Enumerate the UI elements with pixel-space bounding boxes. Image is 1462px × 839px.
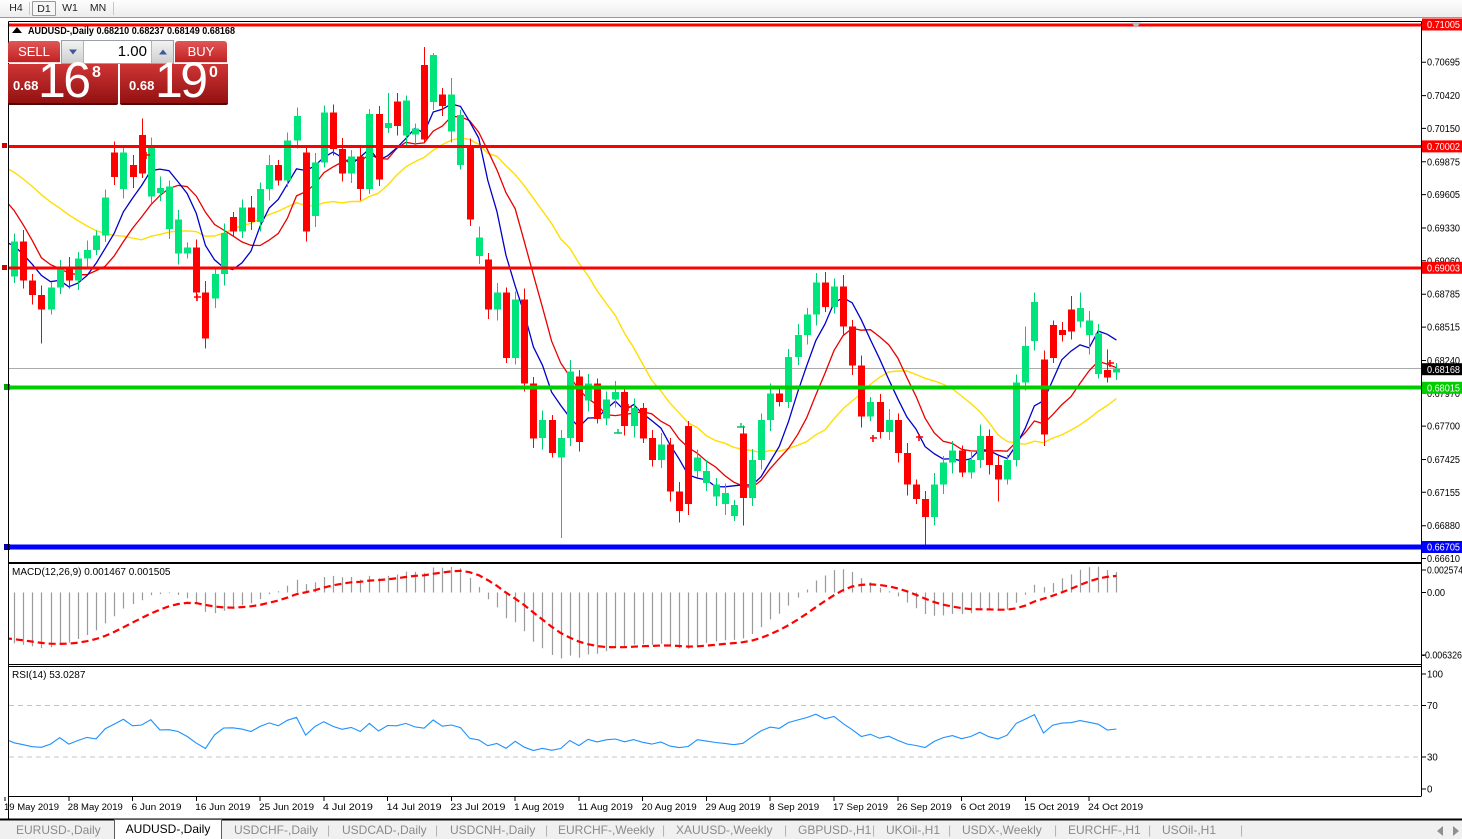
svg-text:0.68015: 0.68015: [1427, 384, 1460, 395]
svg-text:23 Jul 2019: 23 Jul 2019: [450, 802, 505, 813]
svg-text:RSI(14) 53.0287: RSI(14) 53.0287: [12, 670, 86, 681]
svg-text:0.69605: 0.69605: [1427, 190, 1460, 201]
svg-text:15 Oct 2019: 15 Oct 2019: [1024, 802, 1079, 813]
svg-text:0.66610: 0.66610: [1427, 554, 1461, 565]
svg-text:100: 100: [1427, 670, 1444, 681]
svg-text:70: 70: [1427, 701, 1438, 712]
svg-text:4 Jul 2019: 4 Jul 2019: [323, 802, 373, 813]
svg-text:MACD(12,26,9) 0.001467 0.00150: MACD(12,26,9) 0.001467 0.001505: [12, 567, 171, 578]
svg-text:0.69875: 0.69875: [1427, 157, 1460, 168]
svg-text:1 Aug 2019: 1 Aug 2019: [514, 802, 564, 813]
svg-text:24 Oct 2019: 24 Oct 2019: [1088, 802, 1143, 813]
svg-text:0.67970: 0.67970: [1427, 389, 1461, 400]
svg-text:0.66705: 0.66705: [1427, 543, 1460, 554]
svg-text:0.69330: 0.69330: [1427, 224, 1461, 235]
svg-text:17 Sep 2019: 17 Sep 2019: [833, 802, 888, 813]
svg-text:26 Sep 2019: 26 Sep 2019: [897, 802, 952, 813]
svg-text:0: 0: [1427, 785, 1433, 796]
svg-text:0.70420: 0.70420: [1427, 91, 1461, 102]
svg-text:0.71005: 0.71005: [1427, 20, 1460, 31]
svg-text:14 Jul 2019: 14 Jul 2019: [387, 802, 442, 813]
svg-text:0.68240: 0.68240: [1427, 356, 1461, 367]
svg-text:28 May 2019: 28 May 2019: [68, 802, 123, 813]
svg-text:11 Aug 2019: 11 Aug 2019: [578, 802, 633, 813]
svg-text:0.67425: 0.67425: [1427, 455, 1460, 466]
svg-text:0.70150: 0.70150: [1427, 124, 1461, 135]
svg-text:-0.006326: -0.006326: [1422, 651, 1462, 662]
svg-text:30: 30: [1427, 753, 1438, 764]
svg-text:19 May 2019: 19 May 2019: [4, 802, 59, 813]
svg-text:AUDUSD-,Daily 0.68210 0.68237: AUDUSD-,Daily 0.68210 0.68237 0.68149 0.…: [28, 25, 235, 37]
svg-text:8 Sep 2019: 8 Sep 2019: [769, 802, 819, 813]
svg-text:6 Jun 2019: 6 Jun 2019: [132, 802, 182, 813]
svg-text:6 Oct 2019: 6 Oct 2019: [961, 802, 1011, 813]
svg-text:25 Jun 2019: 25 Jun 2019: [259, 802, 314, 813]
svg-text:0.66880: 0.66880: [1427, 521, 1461, 532]
svg-text:0.67700: 0.67700: [1427, 422, 1461, 433]
svg-text:0.68168: 0.68168: [1427, 365, 1460, 376]
svg-text:0.68785: 0.68785: [1427, 290, 1460, 301]
svg-text:0.69003: 0.69003: [1427, 264, 1460, 275]
svg-text:0.70695: 0.70695: [1427, 58, 1460, 69]
svg-text:0.00: 0.00: [1427, 588, 1446, 599]
svg-text:0.70002: 0.70002: [1427, 142, 1460, 153]
svg-text:0.67155: 0.67155: [1427, 488, 1460, 499]
svg-text:0.68515: 0.68515: [1427, 323, 1460, 334]
svg-text:20 Aug 2019: 20 Aug 2019: [642, 802, 697, 813]
svg-text:16 Jun 2019: 16 Jun 2019: [195, 802, 250, 813]
svg-text:29 Aug 2019: 29 Aug 2019: [706, 802, 761, 813]
svg-text:0.002574: 0.002574: [1427, 566, 1462, 577]
